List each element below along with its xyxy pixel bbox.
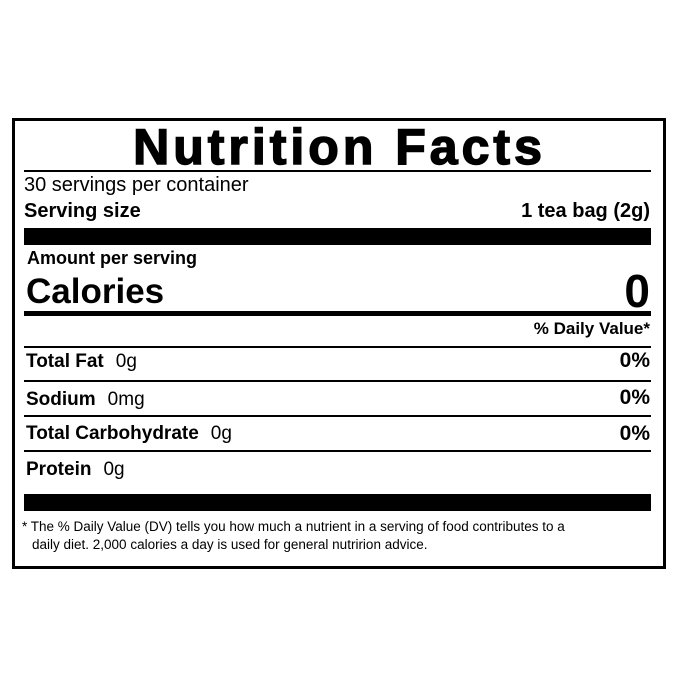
nutrient-name: Protein	[26, 459, 92, 480]
calories-value: 0	[624, 265, 650, 317]
serving-size-label: Serving size	[24, 200, 141, 222]
nutrient-name: Total Fat	[26, 351, 104, 372]
divider	[24, 380, 651, 382]
divider	[24, 415, 651, 417]
nutrient-row: Sodium 0mg	[26, 389, 145, 411]
nutrient-dv: 0%	[619, 386, 650, 409]
footnote: * The % Daily Value (DV) tells you how m…	[22, 518, 565, 554]
nutrient-dv: 0%	[619, 349, 650, 372]
medium-divider	[24, 311, 651, 316]
nutrient-row: Protein 0g	[26, 459, 125, 481]
amount-per-serving: Amount per serving	[27, 248, 198, 268]
divider	[24, 346, 651, 348]
nutrient-row: Total Carbohydrate 0g	[26, 423, 232, 445]
nutrient-amount: 0g	[210, 423, 232, 444]
nutrient-name: Total Carbohydrate	[26, 423, 199, 444]
nutrient-amount: 0mg	[107, 389, 145, 410]
thick-divider	[24, 228, 651, 245]
servings-per-container: 30 servings per container	[24, 174, 249, 196]
footnote-line: * The % Daily Value (DV) tells you how m…	[22, 519, 565, 534]
nutrient-dv: 0%	[619, 422, 650, 445]
nutrition-label	[12, 118, 666, 569]
divider	[24, 170, 651, 172]
label-title: Nutrition Facts	[132, 118, 546, 176]
nutrient-row: Total Fat 0g	[26, 351, 137, 373]
nutrient-amount: 0g	[103, 459, 125, 480]
nutrient-amount: 0g	[115, 351, 137, 372]
calories-label: Calories	[26, 272, 165, 311]
nutrient-name: Sodium	[26, 389, 96, 410]
footnote-line: daily diet. 2,000 calories a day is used…	[32, 537, 428, 552]
divider	[24, 450, 651, 452]
daily-value-header: % Daily Value*	[533, 319, 650, 338]
serving-size-value: 1 tea bag (2g)	[521, 200, 650, 222]
thick-divider	[24, 494, 651, 511]
